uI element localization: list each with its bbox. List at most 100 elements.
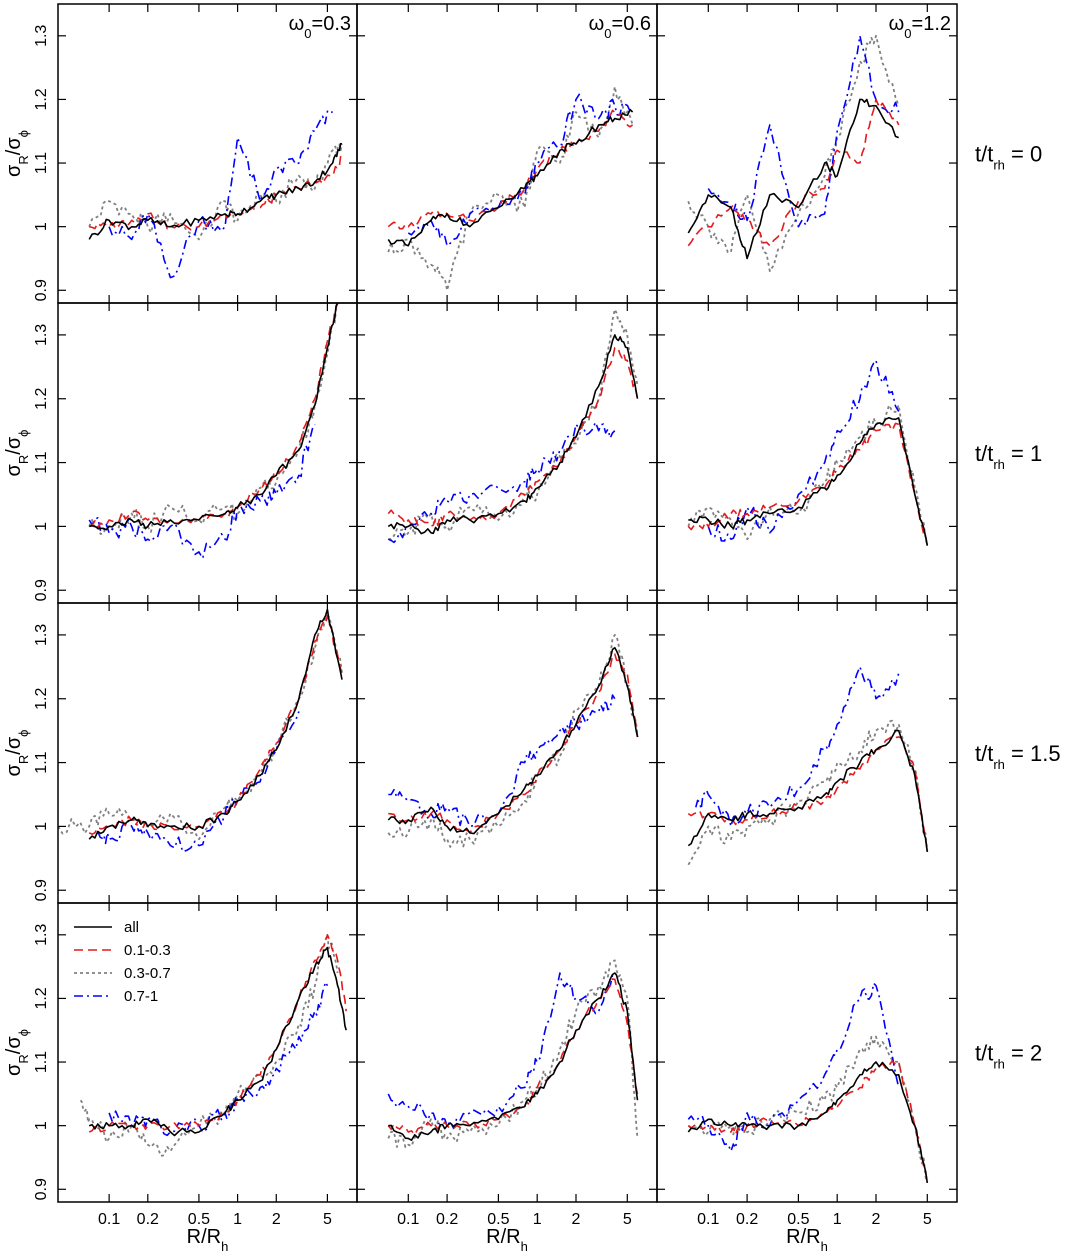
y-tick-label: 1.3 <box>33 924 50 946</box>
row-label-value: = 0 <box>1005 142 1042 167</box>
y-tick-label: 0.9 <box>33 1178 50 1200</box>
column-title-symbol: ω <box>289 13 305 35</box>
y-tick-label: 1.1 <box>33 751 50 773</box>
series-line-all <box>88 142 343 240</box>
y-tick-label: 1.3 <box>33 324 50 346</box>
y-axis-title-sigma2: σ <box>3 736 25 749</box>
row-label: t/trh = 1.5 <box>975 741 1061 772</box>
series-group <box>88 303 339 560</box>
x-tick-label: 0.2 <box>736 1211 758 1228</box>
series-line-all <box>687 1061 929 1184</box>
y-axis-title-sub-r: R <box>16 1054 31 1063</box>
series-group <box>687 34 900 273</box>
series-line-0.7-1 <box>687 982 900 1152</box>
series-group <box>88 109 343 279</box>
series-line-0.3-0.7 <box>687 719 929 866</box>
y-axis-title-sigma: σ <box>3 164 25 177</box>
panel-r0-c2 <box>656 3 958 304</box>
row-label-main: t/t <box>975 142 993 167</box>
y-axis-title-sub-r: R <box>16 455 31 464</box>
series-line-0.7-1 <box>707 35 900 228</box>
y-tick-label: 1 <box>33 1121 50 1130</box>
row-label-main: t/t <box>975 741 993 766</box>
series-group <box>387 85 634 292</box>
column-title-sub: 0 <box>904 26 911 41</box>
y-axis-title-slash: / <box>3 749 25 755</box>
panel-r3-c2: 0.1 0.2 0.5 1 2 5 <box>656 902 958 1228</box>
series-line-0.1-0.3 <box>89 155 343 231</box>
x-axis-title-sub: h <box>821 1239 828 1254</box>
y-axis-title-sigma: σ <box>3 1063 25 1076</box>
x-tick-label: 0.5 <box>188 1211 210 1228</box>
series-line-all <box>687 729 929 853</box>
y-axis-title-sub-r: R <box>16 755 31 764</box>
x-tick-label: 2 <box>572 1211 581 1228</box>
row-label-value: = 1 <box>1005 441 1042 466</box>
row-label-sub: rh <box>993 1056 1005 1071</box>
x-tick-label: 5 <box>923 1211 932 1228</box>
y-tick-label: 1.2 <box>33 987 50 1009</box>
x-tick-label: 0.1 <box>697 1211 719 1228</box>
column-title: ω0=0.3 <box>289 13 351 41</box>
y-axis-title-sigma: σ <box>3 763 25 776</box>
column-title: ω0=0.6 <box>589 13 651 41</box>
column-title-sub: 0 <box>304 26 311 41</box>
column-title: ω0=1.2 <box>889 13 951 41</box>
series-line-0.7-1 <box>407 93 633 247</box>
panel-frame <box>656 902 958 1203</box>
x-tick-label: 0.2 <box>436 1211 458 1228</box>
y-tick-label: 1 <box>33 222 50 231</box>
y-tick-label: 0.9 <box>33 279 50 301</box>
legend: all 0.1-0.3 0.3-0.7 0.7-1 <box>74 919 171 1005</box>
series-line-0.1-0.3 <box>687 422 929 546</box>
y-axis-title: σR/σϕ <box>3 1029 31 1076</box>
column-title-symbol: ω <box>589 13 605 35</box>
y-tick-label: 1.3 <box>33 624 50 646</box>
series-group <box>58 608 343 853</box>
legend-label: 0.7-1 <box>124 988 158 1005</box>
y-axis-title-sigma2: σ <box>3 436 25 449</box>
y-axis-title: σR/σϕ <box>3 130 31 177</box>
y-tick-label: 1 <box>33 822 50 831</box>
series-line-all <box>387 108 634 247</box>
y-axis-title: σR/σϕ <box>3 430 31 477</box>
series-line-0.3-0.7 <box>387 634 639 848</box>
series-group <box>687 359 929 546</box>
series-line-0.7-1 <box>108 981 329 1137</box>
panel-r3-c1: 0.1 0.2 0.5 1 2 5 <box>356 902 658 1228</box>
series-line-0.1-0.3 <box>687 98 900 247</box>
x-tick-label: 1 <box>233 1211 242 1228</box>
series-line-0.7-1 <box>108 109 333 279</box>
y-axis-title-sub-r: R <box>16 155 31 164</box>
y-axis-title-sub-phi: ϕ <box>16 1029 31 1036</box>
y-axis-title-sigma2: σ <box>3 137 25 150</box>
x-axis-title: R/Rh <box>486 1226 528 1254</box>
x-axis-title: R/Rh <box>786 1226 828 1254</box>
series-group <box>687 666 929 866</box>
series-line-0.7-1 <box>707 359 900 542</box>
panels-group: 0.911.11.21.30.911.11.21.30.911.11.21.30… <box>33 3 958 1228</box>
y-tick-label: 0.9 <box>33 579 50 601</box>
row-label-sub: rh <box>993 757 1005 772</box>
panel-r3-c0: 0.1 0.2 0.5 1 2 5 0.9 1 1.1 1.2 1.3 <box>33 902 358 1228</box>
series-line-0.1-0.3 <box>687 1060 929 1184</box>
series-group <box>79 933 347 1157</box>
legend-label: 0.1-0.3 <box>124 942 171 959</box>
series-line-all <box>388 972 639 1141</box>
series-line-0.3-0.7 <box>387 959 639 1149</box>
row-label-main: t/t <box>975 1041 993 1066</box>
series-line-all <box>387 334 639 535</box>
x-tick-label: 0.1 <box>397 1211 419 1228</box>
series-line-0.1-0.3 <box>387 346 639 528</box>
x-tick-label: 2 <box>272 1211 281 1228</box>
y-tick-label: 1.1 <box>33 1051 50 1073</box>
series-line-0.7-1 <box>96 711 300 853</box>
y-axis-title-sub-phi: ϕ <box>16 130 31 137</box>
row-label: t/trh = 1 <box>975 441 1042 472</box>
series-line-0.7-1 <box>695 666 900 828</box>
legend-label: all <box>124 919 139 936</box>
series-line-all <box>88 946 347 1137</box>
x-tick-label: 2 <box>872 1211 881 1228</box>
x-axis-title-main: R/R <box>486 1226 520 1248</box>
series-line-0.7-1 <box>387 972 616 1130</box>
